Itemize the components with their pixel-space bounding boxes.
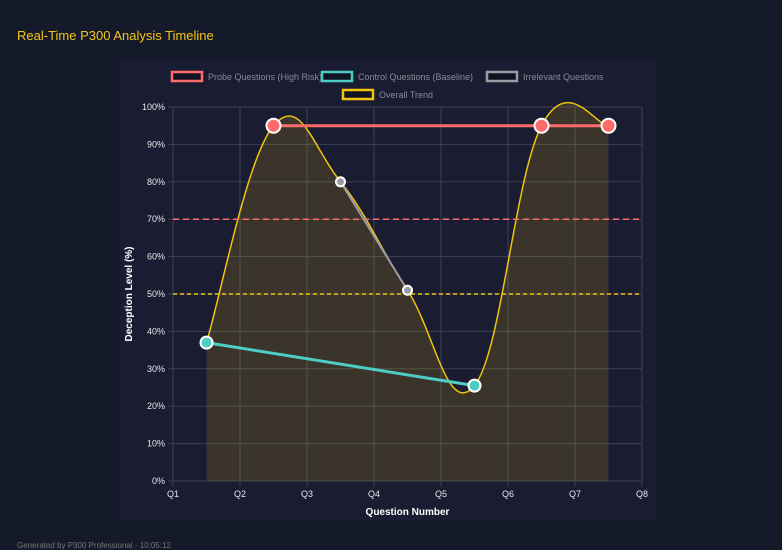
x-tick-label: Q8 [636,489,648,499]
x-tick-label: Q4 [368,489,380,499]
legend-swatch [341,88,375,101]
data-point [199,335,214,350]
y-tick-label: 90% [147,139,165,149]
legend-label: Irrelevant Questions [523,72,604,82]
legend-swatch [320,70,354,83]
y-tick-label: 30% [147,364,165,374]
y-tick-label: 100% [142,102,165,112]
y-tick-label: 50% [147,289,165,299]
y-tick-label: 60% [147,252,165,262]
y-tick-label: 0% [152,476,165,486]
data-point [335,176,346,188]
legend-label: Overall Trend [379,90,433,100]
x-tick-label: Q2 [234,489,246,499]
data-point [467,378,482,393]
y-tick-label: 40% [147,326,165,336]
data-point [265,117,282,134]
x-tick-label: Q3 [301,489,313,499]
data-point [402,284,413,296]
series-line [339,181,409,291]
x-tick-label: Q1 [167,489,179,499]
series-line [206,341,475,388]
x-tick-label: Q6 [502,489,514,499]
y-tick-label: 80% [147,177,165,187]
x-tick-label: Q5 [435,489,447,499]
data-point [533,117,550,134]
legend-swatch [170,70,204,83]
data-point [600,117,617,134]
page-title: Real-Time P300 Analysis Timeline [17,28,214,43]
trend-line [205,101,609,394]
y-tick-label: 20% [147,401,165,411]
x-tick-label: Q7 [569,489,581,499]
y-tick-label: 70% [147,214,165,224]
y-axis-label: Deception Level (%) [124,246,135,341]
x-axis-label: Question Number [366,507,450,518]
legend-label: Control Questions (Baseline) [358,72,473,82]
y-tick-label: 10% [147,439,165,449]
legend-swatch [485,70,519,83]
legend-label: Probe Questions (High Risk) [208,72,322,82]
